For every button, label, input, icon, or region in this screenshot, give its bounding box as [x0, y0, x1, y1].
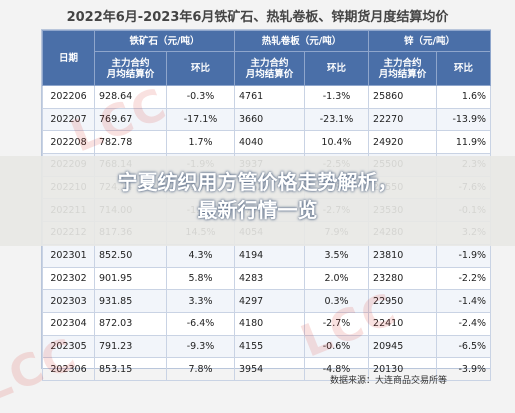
date-cell: 202207 — [42, 107, 95, 132]
iron-ore-change-cell: -0.3% — [165, 85, 236, 109]
table-row: 202301 852.50 4.3% 4194 3.5% 23810 -1.9% — [42, 243, 492, 268]
iron-ore-price-cell: 852.50 — [94, 243, 167, 268]
data-source-note: 数据来源：大连商品交易所等 — [330, 376, 448, 386]
iron-ore-change-cell: -6.4% — [165, 311, 236, 336]
zinc-change-cell: -13.9% — [436, 107, 492, 132]
date-cell: 202303 — [42, 289, 95, 313]
price-header: 主力合约 月均结算价 — [234, 51, 306, 86]
table-row: 202305 791.23 -9.3% 4155 -0.6% 20945 -6.5% — [42, 334, 492, 359]
hot-rolled-change-cell: 2.0% — [304, 266, 370, 291]
hot-rolled-change-cell: -23.1% — [304, 107, 370, 132]
zinc-change-cell: 11.9% — [436, 130, 492, 155]
iron-ore-price-cell: 901.95 — [94, 266, 167, 291]
change-header: 环比 — [165, 51, 236, 86]
hot-rolled-change-cell: 10.4% — [304, 130, 370, 155]
hot-rolled-price-cell: 4283 — [234, 266, 306, 291]
table-row: 202304 872.03 -6.4% 4180 -2.7% 22410 -2.4% — [42, 311, 492, 336]
hot-rolled-change-cell: -0.6% — [304, 334, 370, 359]
hot-rolled-price-cell: 4761 — [234, 85, 306, 109]
date-cell: 202302 — [42, 266, 95, 291]
iron-ore-price-cell: 769.67 — [94, 107, 167, 132]
zinc-price-cell: 22950 — [368, 289, 438, 313]
hot-rolled-price-cell: 4194 — [234, 243, 306, 268]
iron-ore-price-cell: 853.15 — [94, 357, 167, 381]
zinc-change-cell: -6.5% — [436, 334, 492, 359]
hot-rolled-change-cell: -1.3% — [304, 85, 370, 109]
iron-ore-change-cell: 5.8% — [165, 266, 236, 291]
iron-ore-price-cell: 791.23 — [94, 334, 167, 359]
zinc-change-cell: -3.9% — [436, 357, 492, 381]
hot-rolled-price-cell: 3660 — [234, 107, 306, 132]
date-cell: 202305 — [42, 334, 95, 359]
hot-rolled-price-cell: 4180 — [234, 311, 306, 336]
iron-ore-price-cell: 931.85 — [94, 289, 167, 313]
date-cell: 202301 — [42, 243, 95, 268]
zinc-change-cell: -2.4% — [436, 311, 492, 336]
hot-rolled-price-cell: 4155 — [234, 334, 306, 359]
change-header: 环比 — [436, 51, 492, 86]
table-row: 202303 931.85 3.3% 4297 0.3% 22950 -1.4% — [42, 289, 492, 313]
iron-ore-change-cell: 1.7% — [165, 130, 236, 155]
zinc-change-cell: -2.2% — [436, 266, 492, 291]
date-cell: 202304 — [42, 311, 95, 336]
change-header: 环比 — [304, 51, 370, 86]
zinc-change-cell: -1.9% — [436, 243, 492, 268]
headline-line-2: 最新行情一览 — [197, 198, 318, 222]
price-header: 主力合约 月均结算价 — [368, 51, 438, 86]
zinc-price-cell: 20945 — [368, 334, 438, 359]
hot-rolled-price-cell: 4040 — [234, 130, 306, 155]
hot-rolled-change-cell: -4.8% — [304, 357, 370, 381]
iron-ore-change-cell: 3.3% — [165, 289, 236, 313]
date-header: 日期 — [42, 30, 95, 86]
group-header-hot-rolled-coil: 热轧卷板（元/吨） — [234, 30, 370, 52]
zinc-price-cell: 23810 — [368, 243, 438, 268]
table-row: 202207 769.67 -17.1% 3660 -23.1% 22270 -13.9% — [42, 107, 492, 132]
zinc-price-cell: 24920 — [368, 130, 438, 155]
hot-rolled-change-cell: 3.5% — [304, 243, 370, 268]
hot-rolled-price-cell: 3954 — [234, 357, 306, 381]
date-cell: 202306 — [42, 357, 95, 381]
headline-banner — [0, 156, 515, 246]
zinc-change-cell: 1.6% — [436, 85, 492, 109]
table-row: 202302 901.95 5.8% 4283 2.0% 23280 -2.2% — [42, 266, 492, 291]
headline-line-1: 宁夏纺织用方管价格走势解析， — [117, 170, 398, 194]
iron-ore-change-cell: -9.3% — [165, 334, 236, 359]
zinc-price-cell: 22270 — [368, 107, 438, 132]
iron-ore-change-cell: 7.8% — [165, 357, 236, 381]
hot-rolled-change-cell: 0.3% — [304, 289, 370, 313]
group-header-iron-ore: 铁矿石（元/吨） — [93, 30, 236, 52]
hot-rolled-price-cell: 4297 — [234, 289, 306, 313]
zinc-change-cell: -1.4% — [436, 289, 492, 313]
zinc-price-cell: 25860 — [368, 85, 438, 109]
iron-ore-change-cell: 4.3% — [165, 243, 236, 268]
table-row: 202208 782.78 1.7% 4040 10.4% 24920 11.9% — [42, 130, 492, 155]
headline: 宁夏纺织用方管价格走势解析， 最新行情一览 — [0, 168, 515, 224]
table-row: 202306 853.15 7.8% 3954 -4.8% 20130 -3.9% — [42, 357, 492, 381]
iron-ore-change-cell: -17.1% — [165, 107, 236, 132]
group-header-zinc: 锌（元/吨） — [368, 30, 492, 52]
iron-ore-price-cell: 872.03 — [94, 311, 167, 336]
table-title: 2022年6月-2023年6月铁矿石、热轧卷板、锌期货月度结算均价 — [66, 10, 449, 25]
